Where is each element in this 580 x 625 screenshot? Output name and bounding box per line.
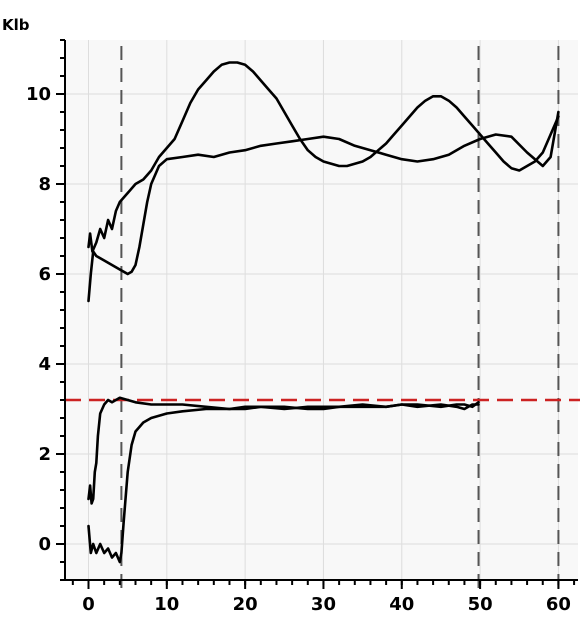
- series-group: [87, 61, 560, 564]
- gridlines: [65, 40, 578, 580]
- series-line-2: [87, 110, 560, 303]
- y-tick-label: 2: [38, 444, 51, 465]
- tick-labels: 0 10 20 30 40 50 60 0 2 4 6 8 10: [26, 84, 571, 615]
- x-tick-label: 30: [311, 594, 336, 615]
- axes: [56, 39, 578, 589]
- series-line-1: [87, 61, 560, 253]
- reference-lines: [65, 46, 580, 588]
- plot-area: [65, 40, 578, 580]
- y-axis-unit-label: Klb: [2, 16, 30, 34]
- y-tick-label: 8: [38, 174, 51, 195]
- y-tick-label: 4: [38, 354, 51, 375]
- x-tick-label: 40: [389, 594, 414, 615]
- y-tick-label: 0: [38, 534, 51, 555]
- x-tick-label: 60: [546, 594, 571, 615]
- x-tick-label: 50: [468, 594, 493, 615]
- x-tick-label: 0: [82, 594, 95, 615]
- x-tick-label: 10: [154, 594, 179, 615]
- x-tick-label: 20: [233, 594, 258, 615]
- y-tick-label: 6: [38, 264, 51, 285]
- y-tick-label: 10: [26, 84, 51, 105]
- series-line-4: [87, 403, 480, 564]
